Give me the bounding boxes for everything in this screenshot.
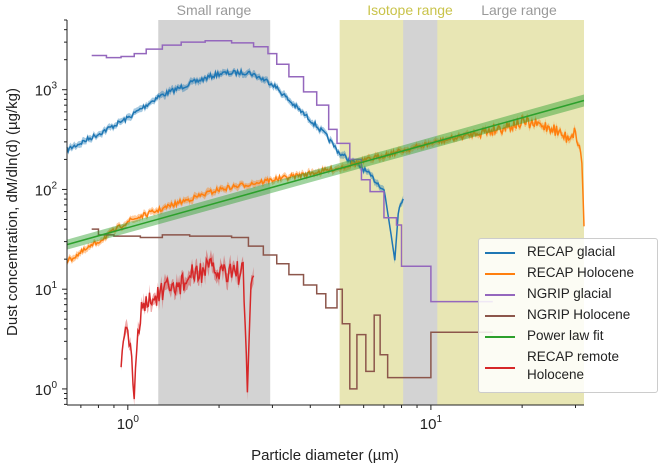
range-label: Large range: [481, 2, 557, 18]
legend-item: NGRIP Holocene: [479, 306, 657, 327]
range-label: Small range: [177, 2, 252, 18]
legend-swatch: [485, 252, 515, 254]
legend-swatch: [485, 336, 515, 338]
series-ngrip-holocene: [91, 228, 493, 390]
legend-item: RECAP remote Holocene: [479, 348, 657, 388]
series-recap-holocene: [66, 113, 585, 266]
legend-item: Power law fit: [479, 327, 657, 348]
series-recap-glacial: [66, 66, 404, 264]
y-tick-label: 103: [35, 81, 58, 100]
legend-item: RECAP glacial: [479, 243, 657, 264]
series-line: [66, 99, 585, 246]
legend-item: NGRIP glacial: [479, 285, 657, 306]
legend-label: RECAP glacial: [527, 244, 616, 259]
legend-swatch: [485, 294, 515, 296]
series-ngrip-glacial: [91, 39, 493, 303]
legend-swatch: [485, 273, 515, 275]
legend-swatch: [485, 315, 515, 317]
series-power-law-fit: [66, 94, 585, 250]
series-line: [91, 228, 493, 390]
legend-label: NGRIP Holocene: [527, 307, 631, 322]
legend-label: Power law fit: [527, 328, 604, 343]
range-band-large-range: [403, 20, 438, 405]
legend-item: RECAP Holocene: [479, 264, 657, 285]
series-line: [66, 114, 585, 264]
range-label: Isotope range: [367, 2, 453, 18]
x-tick-label: 101: [420, 414, 443, 433]
y-tick-label: 100: [35, 380, 58, 399]
series-line: [91, 39, 493, 303]
series-recap-remote-holocene: [120, 249, 255, 406]
y-tick-label: 101: [35, 280, 58, 299]
y-axis-label: Dust concentration, dM/dln(d) (µg/kg): [4, 88, 21, 336]
legend-swatch: [485, 367, 515, 369]
legend-label: NGRIP glacial: [527, 286, 612, 301]
legend-label: RECAP remote Holocene: [527, 349, 620, 382]
series-line: [120, 256, 255, 400]
range-band-small-range: [158, 20, 271, 405]
legend: RECAP glacial RECAP Holocene NGRIP glacial…: [478, 238, 658, 393]
y-tick-label: 102: [35, 180, 58, 199]
legend-label: RECAP Holocene: [527, 265, 635, 280]
series-line: [66, 67, 404, 261]
x-axis-label: Particle diameter (µm): [251, 447, 399, 464]
x-tick-label: 100: [117, 414, 140, 433]
